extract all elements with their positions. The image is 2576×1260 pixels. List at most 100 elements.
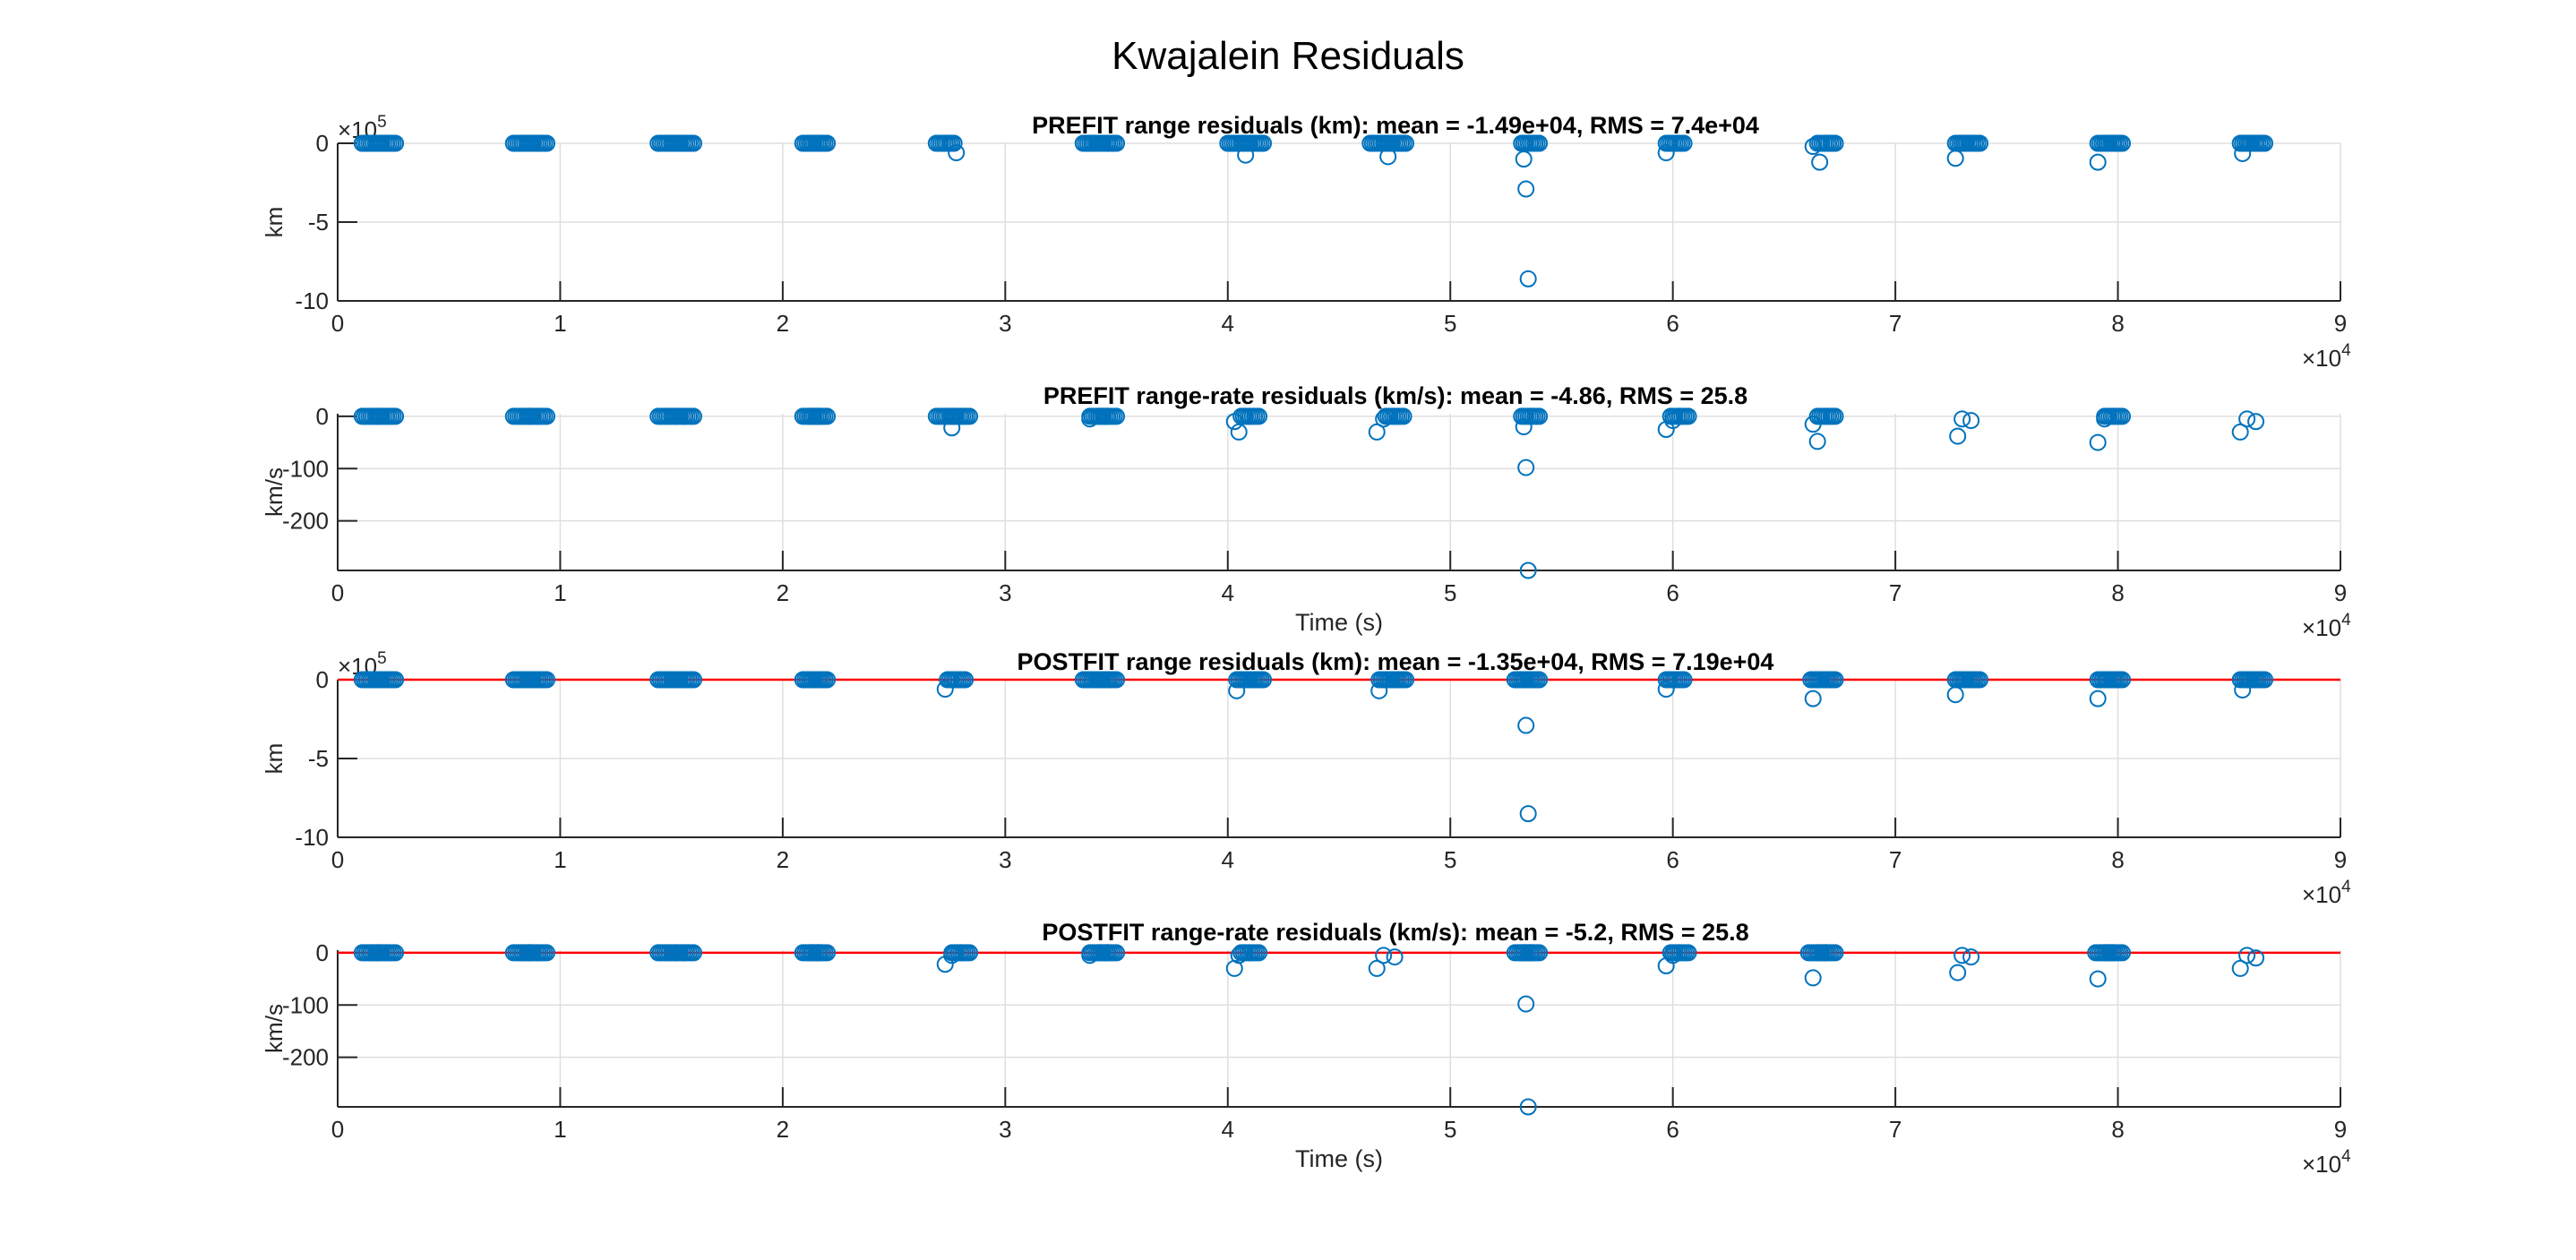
- data-point: [1255, 671, 1273, 689]
- data-point: [1826, 671, 1844, 689]
- x-tick-label: 0: [331, 1116, 344, 1143]
- x-tick-label: 1: [554, 310, 566, 337]
- y-tick-label: -10: [295, 824, 329, 851]
- data-point: [1397, 671, 1415, 689]
- data-point: [1826, 407, 1844, 425]
- x-tick-label: 6: [1666, 579, 1679, 606]
- data-point: [1108, 407, 1126, 425]
- x-tick-label: 3: [999, 579, 1011, 606]
- data-point: [387, 671, 405, 689]
- data-point: [1531, 671, 1549, 689]
- x-tick-label: 7: [1889, 1116, 1902, 1143]
- data-point: [1531, 944, 1549, 962]
- x-tick-label: 8: [2111, 310, 2124, 337]
- data-point: [1519, 1098, 1537, 1116]
- data-point: [957, 671, 975, 689]
- x-tick-label: 8: [2111, 846, 2124, 873]
- x-tick-label: 7: [1889, 579, 1902, 606]
- y-tick-label: 0: [316, 403, 329, 430]
- data-point: [945, 134, 963, 152]
- data-point: [1804, 690, 1822, 707]
- x-tick-label: 5: [1444, 579, 1456, 606]
- data-point: [819, 407, 837, 425]
- x-tick-label: 7: [1889, 310, 1902, 337]
- data-point: [2089, 970, 2107, 988]
- data-point: [2114, 671, 2132, 689]
- x-axis-label: Time (s): [1295, 609, 1383, 636]
- data-point: [1250, 944, 1268, 962]
- data-point: [387, 407, 405, 425]
- data-point: [2256, 134, 2274, 152]
- x-tick-label: 6: [1666, 846, 1679, 873]
- data-point: [685, 944, 703, 962]
- x-tick-label: 3: [999, 310, 1011, 337]
- x-tick-label: 9: [2334, 1116, 2347, 1143]
- data-point: [1368, 423, 1386, 441]
- x-tick-label: 6: [1666, 1116, 1679, 1143]
- data-point: [1108, 671, 1126, 689]
- data-point: [1531, 407, 1549, 425]
- x-tick-label: 5: [1444, 1116, 1456, 1143]
- data-point: [2256, 671, 2274, 689]
- x-tick-label: 4: [1222, 1116, 1234, 1143]
- x-tick-label: 1: [554, 846, 566, 873]
- data-point: [819, 134, 837, 152]
- data-point: [1811, 153, 1829, 171]
- subplot-title: PREFIT range-rate residuals (km/s): mean…: [1043, 382, 1747, 409]
- data-point: [1517, 180, 1535, 198]
- data-point: [2114, 944, 2132, 962]
- y-axis-label: km: [261, 743, 288, 775]
- data-point: [538, 407, 556, 425]
- y-tick-label: 0: [316, 666, 329, 693]
- data-point: [1108, 134, 1126, 152]
- x-tick-label: 8: [2111, 1116, 2124, 1143]
- y-tick-label: 0: [316, 939, 329, 966]
- data-point: [1679, 407, 1697, 425]
- data-point: [685, 671, 703, 689]
- data-point: [1250, 407, 1268, 425]
- y-tick-label: 0: [316, 130, 329, 157]
- data-point: [2089, 153, 2107, 171]
- plot-area-2: [338, 414, 2340, 570]
- x-tick-label: 0: [331, 846, 344, 873]
- data-point: [1517, 716, 1535, 734]
- data-point: [685, 134, 703, 152]
- data-point: [2114, 134, 2132, 152]
- x-tick-label: 2: [777, 579, 789, 606]
- x-tick-label: 4: [1222, 310, 1234, 337]
- x-tick-label: 5: [1444, 310, 1456, 337]
- data-point: [2231, 423, 2249, 441]
- data-point: [1519, 805, 1537, 823]
- data-point: [1108, 944, 1126, 962]
- data-point: [1517, 459, 1535, 476]
- x-tick-label: 7: [1889, 846, 1902, 873]
- data-point: [1519, 270, 1537, 287]
- data-point: [2089, 690, 2107, 707]
- y-axis-label: km: [261, 207, 288, 238]
- subplot-title: POSTFIT range residuals (km): mean = -1.…: [1018, 648, 1774, 675]
- x-axis-label: Time (s): [1295, 1145, 1383, 1172]
- y-tick-label: -200: [282, 1044, 329, 1071]
- data-point: [1808, 433, 1826, 450]
- data-point: [1519, 561, 1537, 579]
- y-tick-label: -5: [308, 209, 329, 236]
- data-point: [1255, 134, 1273, 152]
- x-tick-label: 1: [554, 1116, 566, 1143]
- y-tick-label: -200: [282, 508, 329, 535]
- data-point: [1531, 134, 1549, 152]
- subplot-title: PREFIT range residuals (km): mean = -1.4…: [1032, 112, 1759, 139]
- x-tick-label: 1: [554, 579, 566, 606]
- x-tick-label: 3: [999, 846, 1011, 873]
- data-point: [1962, 948, 1980, 966]
- x-tick-label: 5: [1444, 846, 1456, 873]
- data-point: [819, 944, 837, 962]
- data-point: [1949, 427, 1967, 445]
- data-point: [1386, 948, 1404, 966]
- data-point: [961, 944, 979, 962]
- data-point: [1971, 134, 1989, 152]
- data-point: [1953, 410, 1971, 428]
- x-tick-label: 3: [999, 1116, 1011, 1143]
- x-tick-label: 9: [2334, 846, 2347, 873]
